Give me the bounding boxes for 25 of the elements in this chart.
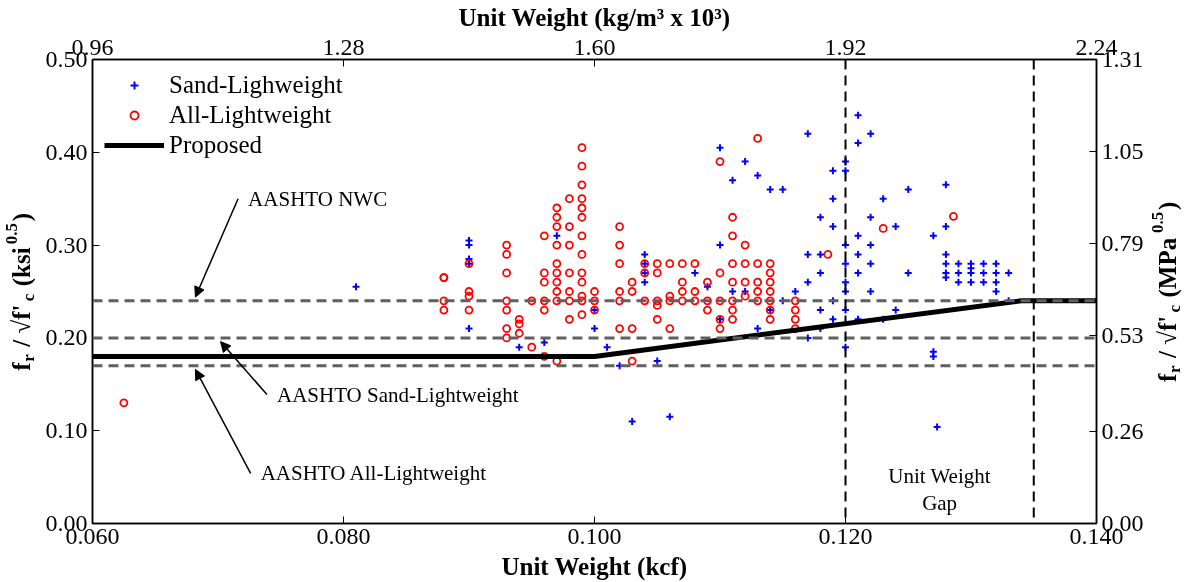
- ref-line-label: AASHTO Sand-Lightweight: [276, 382, 519, 407]
- legend-label: All-Lightweight: [169, 101, 332, 129]
- x-tick-label: 0.100: [567, 522, 622, 549]
- y2-tick-label: 0.26: [1101, 417, 1144, 444]
- y2-tick-label: 0.53: [1101, 322, 1144, 349]
- x2-tick-label: 1.28: [322, 33, 365, 60]
- y2-tick-label: 0.79: [1101, 230, 1144, 257]
- legend-label: Sand-Lighweight: [169, 71, 343, 99]
- x-axis-title: Unit Weight (kcf): [501, 552, 688, 581]
- y-tick-label: 0.30: [45, 231, 88, 258]
- annotation: Unit Weight Gap: [888, 463, 991, 516]
- y-tick-label: 0.40: [45, 138, 88, 165]
- y2-axis-title: fr / √f'c (MPa0.5): [1148, 201, 1184, 382]
- ref-line-label: AASHTO All-Lightweight: [260, 461, 487, 486]
- x2-tick-label: 1.92: [824, 33, 867, 60]
- y2-tick-label: 1.05: [1101, 138, 1144, 165]
- y-tick-label: 0.20: [45, 324, 88, 351]
- x-tick-label: 0.080: [316, 522, 371, 549]
- x2-axis-title: Unit Weight (kg/m³ x 10³): [458, 3, 731, 32]
- x-tick-label: 0.120: [818, 522, 873, 549]
- ref-line-label: AASHTO NWC: [248, 186, 388, 211]
- legend-label: Proposed: [169, 131, 263, 159]
- y-axis-title: fr / √f'c (ksi0.5): [2, 212, 38, 371]
- x2-tick-label: 1.60: [573, 33, 616, 60]
- y-tick-label: 0.10: [45, 417, 88, 444]
